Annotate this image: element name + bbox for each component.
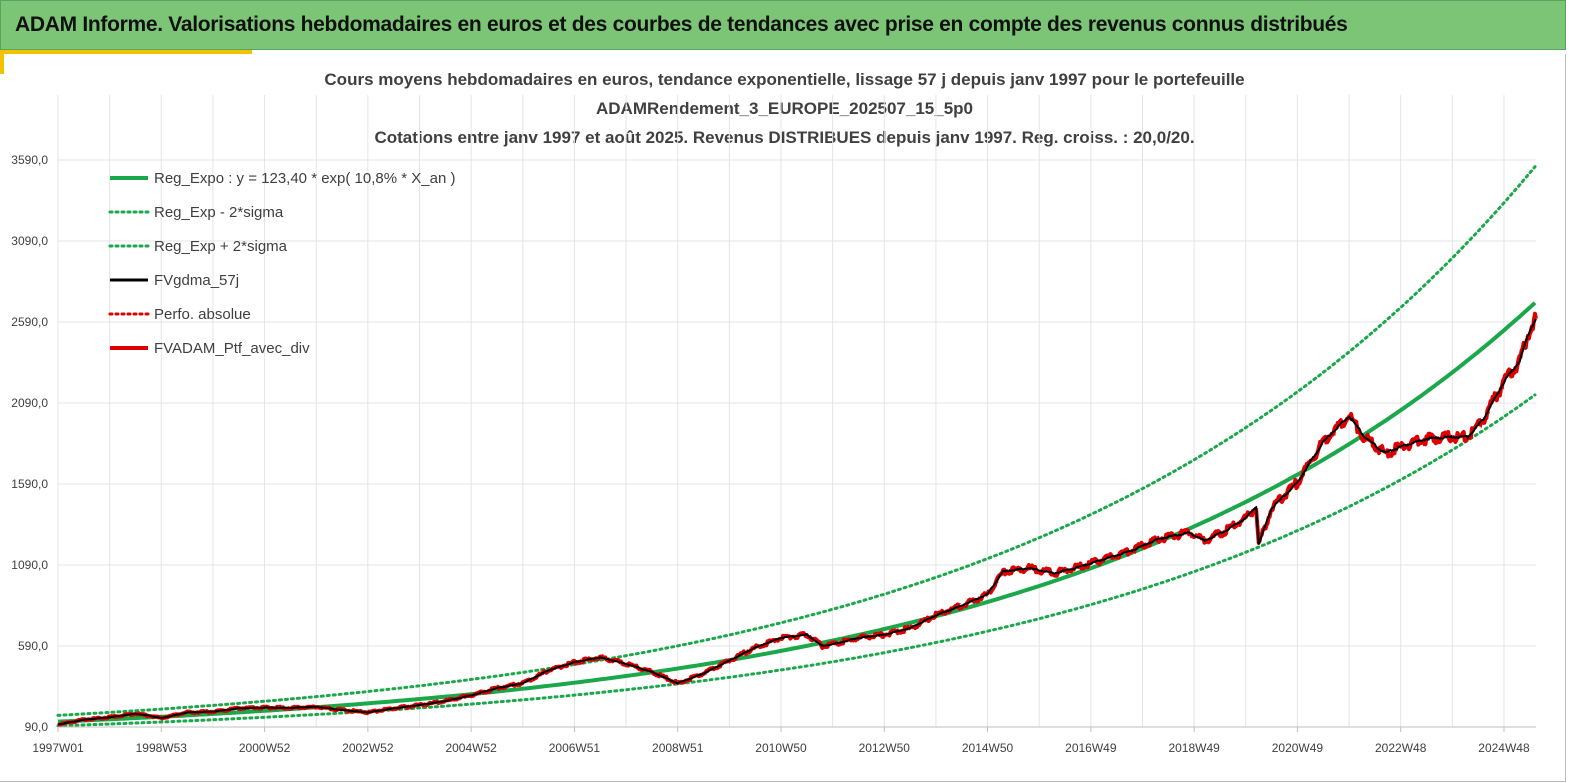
series-reg-exp-plus-2sigma [56, 165, 1537, 717]
y-tick-label: 3590,0 [11, 153, 48, 167]
y-tick-label: 2590,0 [11, 315, 48, 329]
x-tick-label: 2012W50 [859, 741, 911, 755]
header-banner: ADAM Informe. Valorisations hebdomadaire… [0, 0, 1566, 50]
chart-title-line-3: Cotations entre janv 1997 et août 2025. … [374, 128, 1195, 147]
x-tick-label: 2014W50 [962, 741, 1014, 755]
series-fvadam-ptf-avec-div [57, 311, 1538, 728]
legend: Reg_Expo : y = 123,40 * exp( 10,8% * X_a… [108, 170, 455, 357]
legend-label: Reg_Exp - 2*sigma [154, 204, 284, 221]
legend-label: FVgdma_57j [154, 272, 239, 289]
y-tick-label: 3090,0 [11, 234, 48, 248]
x-tick-label: 2020W49 [1272, 741, 1324, 755]
y-tick-label: 1090,0 [11, 558, 48, 572]
x-tick-label: 1997W01 [32, 741, 84, 755]
series-fvgdma-57j [57, 318, 1537, 726]
legend-label: Reg_Exp + 2*sigma [154, 238, 288, 255]
series-reg-exp-minus-2sigma [56, 393, 1537, 728]
page-title: ADAM Informe. Valorisations hebdomadaire… [15, 13, 1348, 36]
y-tick-label: 90,0 [25, 720, 49, 734]
x-tick-label: 2016W49 [1065, 741, 1117, 755]
x-tick-label: 2022W48 [1375, 741, 1427, 755]
series-layer [56, 165, 1538, 728]
x-tick-label: 2024W48 [1478, 741, 1530, 755]
y-tick-label: 2090,0 [11, 396, 48, 410]
axis-layer: 3590,0 3090,0 2590,0 2090,0 1590,0 1090,0 590,… [11, 153, 1536, 755]
legend-label: Perfo. absolue [154, 306, 251, 323]
legend-label: Reg_Expo : y = 123,40 * exp( 10,8% * X_a… [154, 170, 455, 187]
x-tick-label: 2010W50 [755, 741, 807, 755]
x-tick-label: 2006W51 [549, 741, 601, 755]
accent-bar [0, 50, 252, 54]
grid-layer [57, 95, 1536, 728]
x-tick-label: 2004W52 [445, 741, 497, 755]
accent-left-bar [0, 50, 4, 74]
chart-frame [0, 54, 1566, 782]
chart-title-line-1: Cours moyens hebdomadaires en euros, ten… [324, 70, 1245, 89]
x-tick-label: 1998W53 [136, 741, 188, 755]
chart-title-line-2: ADAMRendement_3_EUROPE_202507_15_5p0 [595, 99, 973, 118]
y-tick-label: 590,0 [18, 639, 48, 653]
y-tick-label: 1590,0 [11, 477, 48, 491]
legend-label: FVADAM_Ptf_avec_div [154, 340, 310, 357]
x-tick-label: 2002W52 [342, 741, 394, 755]
x-tick-label: 2008W51 [652, 741, 704, 755]
x-tick-label: 2018W49 [1168, 741, 1220, 755]
series-reg-expo [57, 301, 1537, 724]
x-tick-label: 2000W52 [239, 741, 291, 755]
